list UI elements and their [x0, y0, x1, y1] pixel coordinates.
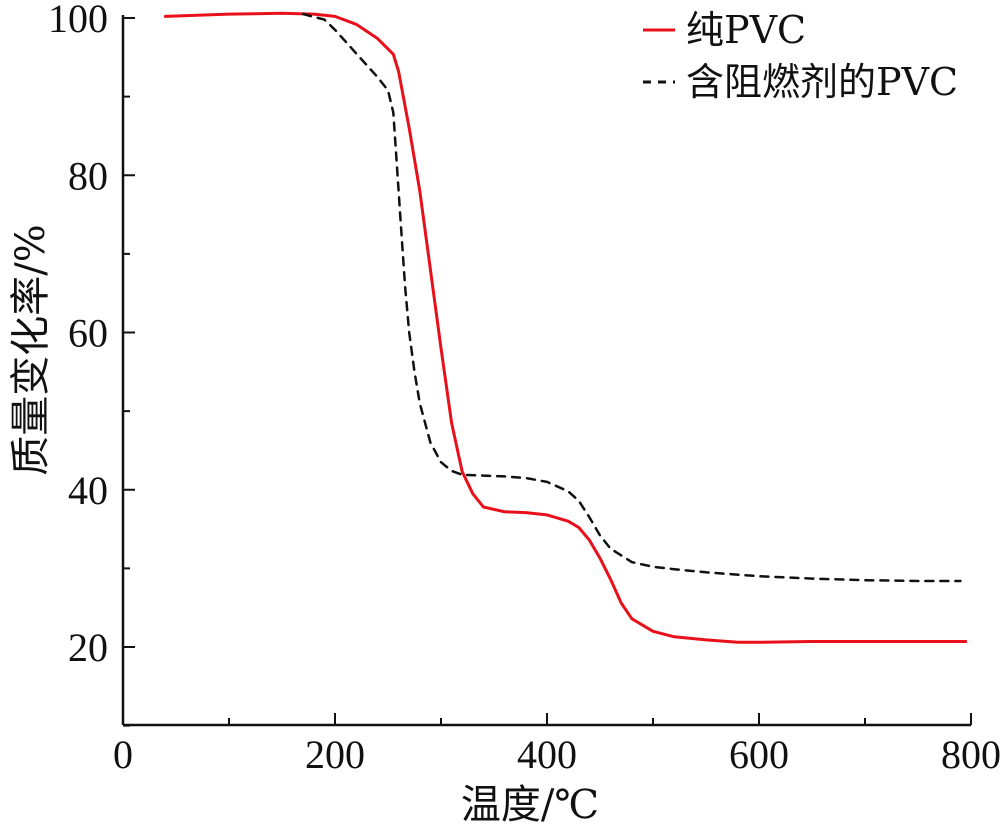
plot-frame	[121, 15, 971, 727]
x-tick-label: 0	[113, 732, 133, 777]
legend-label-fr-pvc: 含阻燃剂的PVC	[686, 60, 958, 104]
y-tick-label: 80	[68, 153, 108, 198]
legend-label-pure-pvc: 纯PVC	[686, 8, 806, 52]
x-tick-label: 400	[517, 732, 577, 777]
legend: 纯PVC 含阻燃剂的PVC	[643, 8, 958, 104]
y-tick-label: 20	[68, 625, 108, 670]
series-layer	[163, 11, 968, 644]
y-tick-label: 60	[68, 311, 108, 356]
y-tick-label: 100	[48, 0, 108, 41]
axis-ticks: 0 200 400 600 800 20 40 60 80 100	[48, 0, 1000, 777]
x-tick-label: 200	[305, 732, 365, 777]
x-tick-label: 600	[729, 732, 789, 777]
series-line-pure-pvc	[163, 11, 968, 644]
series-line-fr-pvc	[301, 12, 962, 583]
x-tick-label: 800	[941, 732, 1000, 777]
y-tick-label: 40	[68, 468, 108, 513]
y-axis-title: 质量变化率/%	[8, 224, 54, 475]
x-axis-title: 温度/℃	[461, 782, 599, 828]
